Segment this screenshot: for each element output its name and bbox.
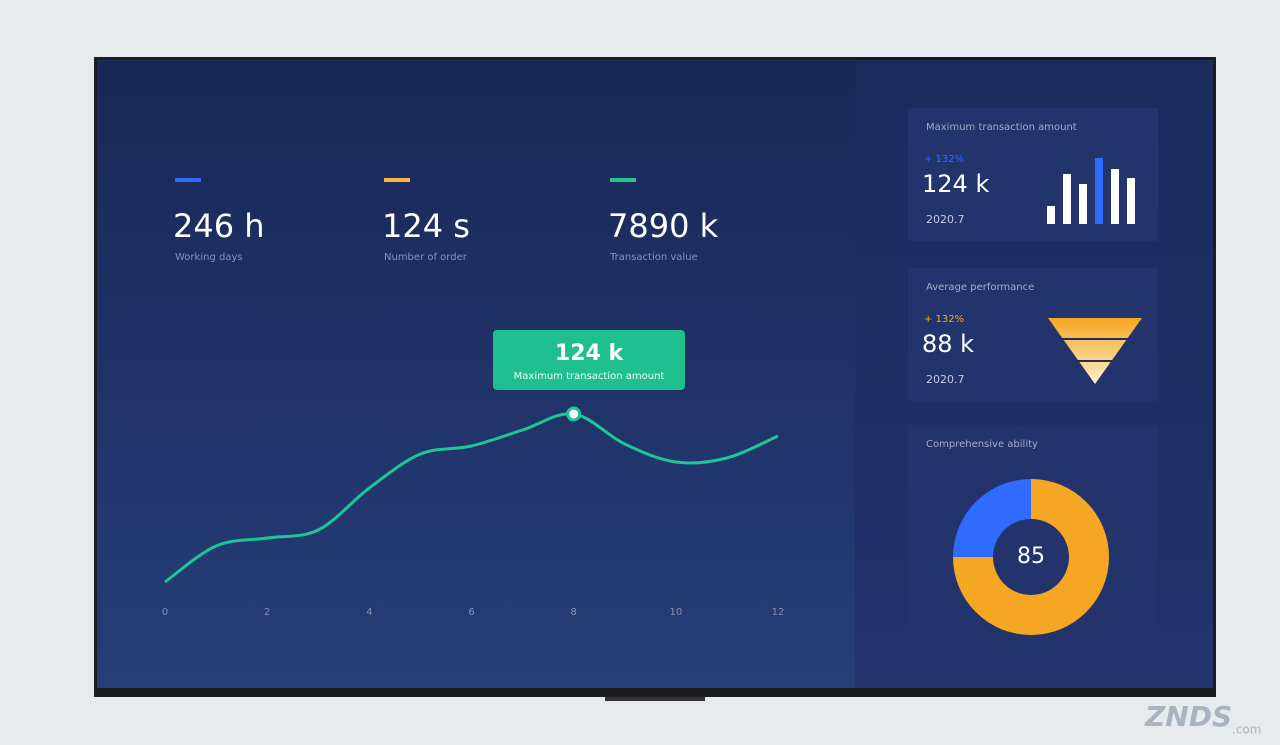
donut-center: 85 <box>1017 544 1045 569</box>
donut-segment <box>953 479 1109 635</box>
x-tick-label: 4 <box>366 607 372 618</box>
watermark: ZNDS <box>1144 700 1232 733</box>
x-tick-label: 0 <box>162 607 168 618</box>
x-tick-label: 8 <box>570 607 576 618</box>
card-date: 2020.7 <box>926 213 965 226</box>
card-change: + 132% <box>924 154 964 165</box>
x-tick-label: 6 <box>468 607 474 618</box>
card-title: Maximum transaction amount <box>926 122 1077 133</box>
stat-label: Working days <box>175 252 243 263</box>
card-value: 124 k <box>922 170 989 198</box>
stat-marker <box>384 178 410 182</box>
stat-value: 124 s <box>382 207 470 245</box>
callout-label: Maximum transaction amount <box>514 371 665 382</box>
funnel <box>1048 318 1142 384</box>
tv-stand <box>605 697 705 701</box>
card-title: Comprehensive ability <box>926 439 1038 450</box>
stat-value: 246 h <box>173 207 265 245</box>
callout-box <box>493 330 685 390</box>
peak-point <box>566 406 582 422</box>
stat-label: Number of order <box>384 252 468 263</box>
bar <box>1127 178 1135 224</box>
card-date: 2020.7 <box>926 373 965 386</box>
stat-label: Transaction value <box>609 252 698 263</box>
line <box>164 412 779 584</box>
donut-segment <box>953 479 1031 557</box>
card-title: Average performance <box>926 282 1034 293</box>
stat-marker <box>610 178 636 182</box>
stat-value: 7890 k <box>608 207 719 245</box>
card-value: 88 k <box>922 330 974 358</box>
bar <box>1079 184 1087 224</box>
callout-value: 124 k <box>555 341 625 366</box>
x-tick-label: 10 <box>669 607 682 618</box>
card-change: + 132% <box>924 314 964 325</box>
bar <box>1111 169 1119 224</box>
x-tick-label: 2 <box>264 607 270 618</box>
bar <box>1047 206 1055 224</box>
x-tick-label: 12 <box>772 607 785 618</box>
bar <box>1063 174 1071 224</box>
stat-marker <box>175 178 201 182</box>
watermark-suffix: .com <box>1232 723 1261 737</box>
bar <box>1095 158 1103 224</box>
